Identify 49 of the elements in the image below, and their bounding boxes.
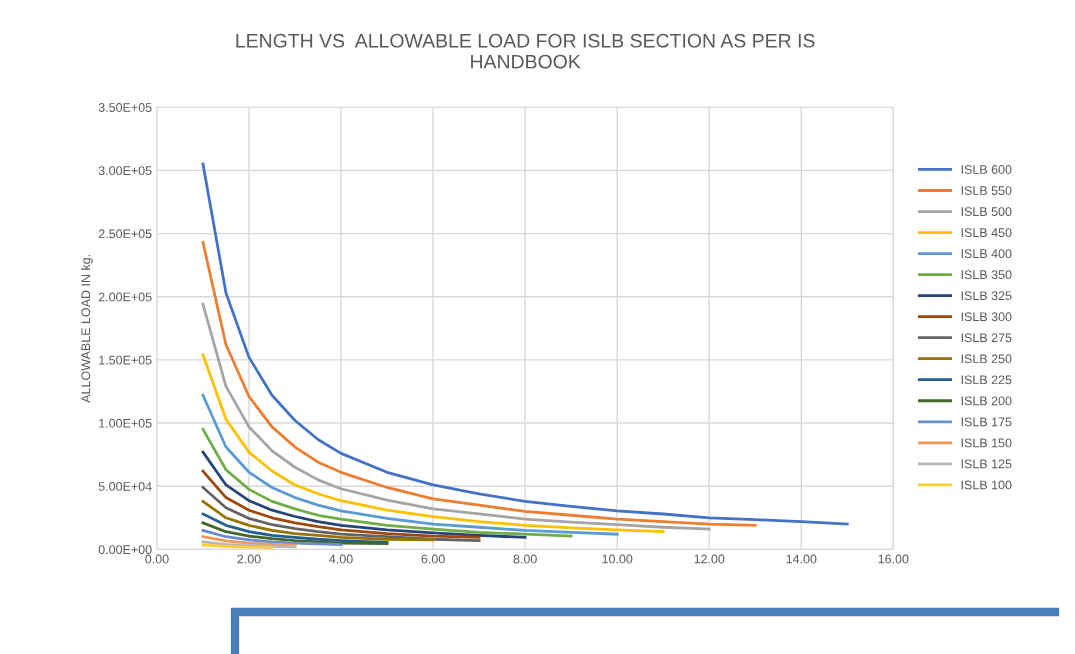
- legend-label: ISLB 300: [961, 312, 1012, 322]
- legend-label: ISLB 500: [961, 207, 1012, 217]
- legend-label: ISLB 450: [961, 228, 1012, 238]
- line-series: [201, 393, 619, 536]
- y-tick-label: 1.00E+05: [99, 418, 152, 428]
- legend-label: ISLB 600: [961, 165, 1012, 174]
- line-series: [201, 529, 343, 546]
- line-series: [201, 162, 849, 526]
- y-tick-label: 1.50E+05: [99, 355, 152, 365]
- y-tick-label: 2.50E+05: [98, 229, 152, 239]
- legend-label: ISLB 150: [961, 438, 1012, 448]
- x-tick-label: 0.00: [145, 554, 169, 564]
- legend-label: ISLB 100: [961, 480, 1012, 490]
- line-series: [201, 521, 389, 546]
- x-tick-label: 16.00: [878, 554, 909, 564]
- line-series: [201, 535, 297, 547]
- line-series: [201, 486, 481, 542]
- line-series: [201, 353, 665, 534]
- line-series: [201, 427, 573, 538]
- line-series: [201, 241, 757, 527]
- x-tick-label: 10.00: [602, 554, 633, 564]
- legend-label: ISLB 175: [961, 417, 1012, 427]
- x-tick-label: 14.00: [786, 554, 817, 564]
- legend-label: ISLB 325: [961, 291, 1012, 301]
- legend-label: ISLB 275: [961, 333, 1012, 343]
- line-series: [201, 302, 711, 531]
- legend-label: ISLB 250: [961, 354, 1012, 364]
- legend-label: ISLB 125: [961, 459, 1012, 469]
- line-series: [201, 469, 481, 539]
- x-tick-label: 2.00: [237, 554, 261, 564]
- x-tick-label: 4.00: [329, 554, 353, 564]
- chart-title: LENGTH VS ALLOWABLE LOAD FOR ISLB SECTION AS PER IS HANDBOOK: [236, 33, 815, 69]
- legend-label: ISLB 200: [961, 396, 1012, 406]
- legend-label: ISLB 400: [961, 249, 1012, 259]
- y-tick-label: 0.00E+00: [98, 545, 152, 555]
- x-tick-label: 12.00: [694, 554, 725, 564]
- y-axis-title: ALLOWABLE LOAD IN kg.: [81, 255, 93, 403]
- y-tick-label: 2.00E+05: [98, 292, 152, 302]
- y-tick-label: 3.00E+05: [98, 166, 152, 176]
- x-tick-label: 6.00: [421, 554, 445, 564]
- x-tick-label: 8.00: [513, 554, 537, 564]
- line-series: [201, 512, 389, 544]
- line-series: [201, 499, 435, 542]
- y-tick-label: 5.00E+04: [98, 482, 152, 491]
- legend-label: ISLB 550: [961, 186, 1012, 195]
- line-series: [201, 450, 527, 539]
- y-tick-label: 3.50E+05: [98, 103, 152, 112]
- legend-label: ISLB 350: [961, 270, 1012, 280]
- legend-label: ISLB 225: [961, 375, 1012, 385]
